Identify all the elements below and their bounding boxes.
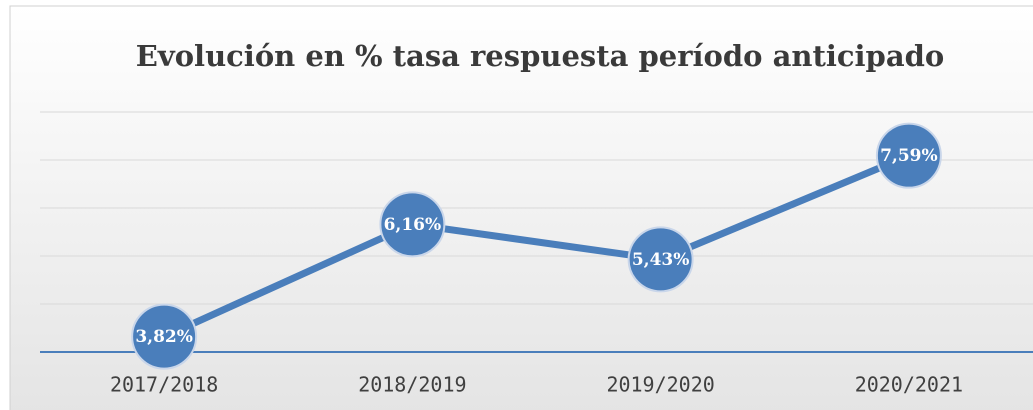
data-label: 6,16% <box>384 215 442 235</box>
line <box>162 152 911 340</box>
chart-title: Evolución en % tasa respuesta período an… <box>136 39 945 73</box>
x-tick-label: 2017/2018 <box>110 373 218 397</box>
data-label: 5,43% <box>632 250 690 270</box>
x-tick-label: 2018/2019 <box>358 373 466 397</box>
marker <box>627 226 694 293</box>
marker <box>131 303 198 370</box>
marker <box>379 191 446 258</box>
x-tick-label: 2020/2021 <box>855 373 963 397</box>
data-label: 3,82% <box>135 327 193 347</box>
data-label: 7,59% <box>880 146 938 166</box>
x-tick-label: 2019/2020 <box>606 373 714 397</box>
grid <box>40 111 1033 305</box>
marker <box>875 122 942 189</box>
